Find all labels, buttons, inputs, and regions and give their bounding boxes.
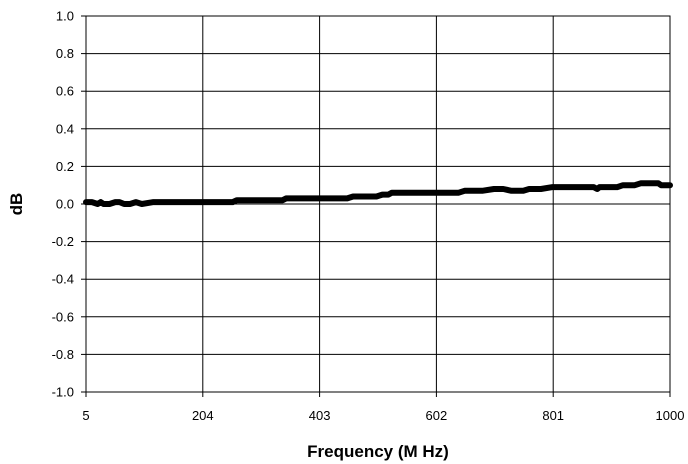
y-tick-label: -0.6	[52, 309, 74, 324]
x-tick-label: 204	[192, 408, 214, 423]
y-axis-title: dB	[7, 193, 26, 216]
x-tick-label: 5	[82, 408, 89, 423]
y-tick-label: 1.0	[56, 9, 74, 24]
y-tick-label: -1.0	[52, 385, 74, 400]
x-tick-label: 1000	[656, 408, 685, 423]
y-tick-label: -0.2	[52, 234, 74, 249]
y-tick-label: 0.0	[56, 197, 74, 212]
x-tick-label: 801	[542, 408, 564, 423]
x-tick-labels: 5 204 403 602 801 1000	[82, 408, 684, 423]
series-line	[83, 180, 673, 207]
y-tick-label: -0.4	[52, 272, 74, 287]
y-tick-labels: 1.0 0.8 0.6 0.4 0.2 0.0 -0.2 -0.4 -0.6 -0.8 -1.0	[52, 9, 74, 400]
x-tick-label: 403	[309, 408, 331, 423]
x-axis-title: Frequency (M Hz)	[307, 442, 449, 461]
x-tick-label: 602	[426, 408, 448, 423]
y-tick-label: 0.2	[56, 159, 74, 174]
y-tick-label: 0.8	[56, 46, 74, 61]
plot-frame	[85, 15, 671, 393]
y-tick-label: 0.4	[56, 121, 74, 136]
y-tick-label: 0.6	[56, 84, 74, 99]
y-tick-label: -0.8	[52, 347, 74, 362]
